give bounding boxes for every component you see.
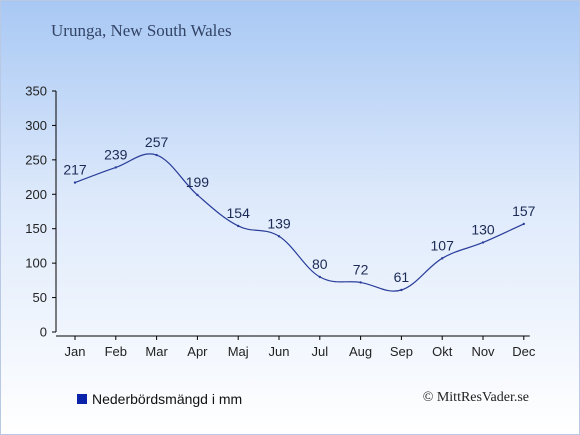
data-label: 107 — [431, 237, 455, 253]
data-point — [359, 281, 362, 284]
x-tick-label: Dec — [512, 344, 536, 359]
data-point — [196, 193, 199, 197]
y-tick-label: 350 — [25, 84, 47, 99]
x-tick-label: Jul — [311, 344, 328, 359]
data-point — [277, 235, 281, 238]
data-label: 80 — [312, 256, 328, 272]
x-tick-label: Aug — [349, 344, 372, 359]
y-tick-label: 250 — [25, 152, 47, 167]
series-line — [74, 153, 525, 292]
data-label: 157 — [512, 203, 536, 219]
data-point — [155, 153, 158, 157]
data-point — [522, 222, 525, 226]
x-tick-label: Maj — [228, 344, 249, 359]
data-label: 257 — [145, 134, 169, 150]
data-label: 199 — [186, 174, 210, 190]
y-tick-label: 300 — [25, 118, 47, 133]
x-tick-label: Okt — [432, 344, 453, 359]
x-tick-label: Sep — [390, 344, 413, 359]
x-tick-label: Apr — [187, 344, 208, 359]
data-label: 154 — [227, 205, 251, 221]
data-point — [114, 166, 118, 169]
x-tick-label: Nov — [471, 344, 495, 359]
x-tick-label: Feb — [105, 344, 127, 359]
chart-title: Urunga, New South Wales — [51, 21, 232, 40]
data-label: 139 — [267, 215, 291, 231]
y-tick-label: 100 — [25, 256, 47, 271]
data-point — [481, 241, 485, 244]
data-point — [318, 275, 321, 279]
data-point — [400, 288, 403, 292]
x-tick-label: Jun — [269, 344, 290, 359]
legend: Nederbördsmängd i mm — [77, 391, 242, 407]
y-tick-label: 150 — [25, 221, 47, 236]
data-point — [73, 181, 77, 184]
data-label: 61 — [394, 269, 410, 285]
y-tick-label: 50 — [33, 290, 47, 305]
legend-swatch — [77, 394, 87, 404]
data-point — [237, 224, 240, 228]
x-tick-label: Jan — [65, 344, 86, 359]
credit-text: © MittResVader.se — [422, 390, 529, 405]
x-tick-label: Mar — [145, 344, 168, 359]
data-label: 239 — [104, 146, 128, 162]
data-point — [441, 257, 444, 260]
data-label: 217 — [63, 162, 87, 178]
legend-label: Nederbördsmängd i mm — [92, 391, 243, 407]
y-tick-label: 200 — [25, 187, 47, 202]
data-label: 72 — [353, 261, 369, 277]
data-label: 130 — [471, 221, 495, 237]
y-tick-label: 0 — [40, 325, 47, 340]
